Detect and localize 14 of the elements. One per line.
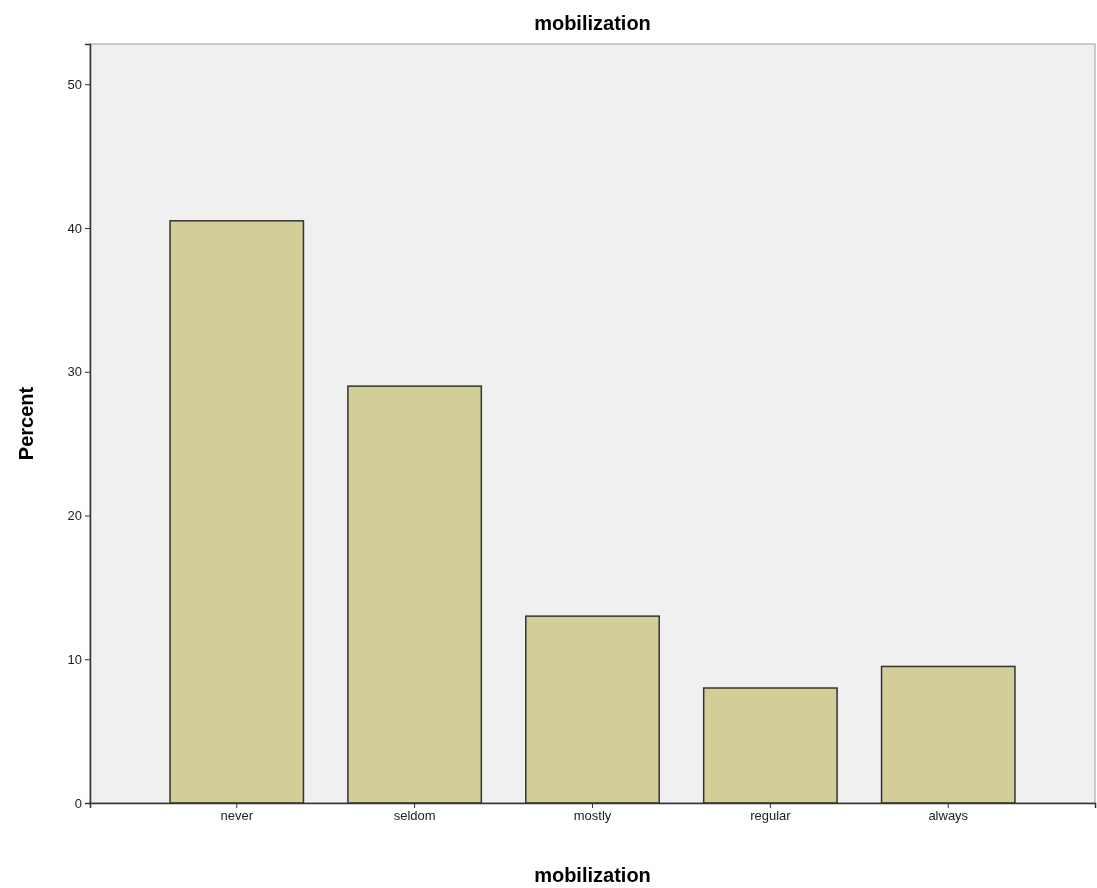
y-tick-label: 20 [67, 508, 82, 524]
x-tick-label: never [220, 808, 254, 824]
y-tick-label: 30 [67, 364, 82, 380]
y-tick-label: 10 [67, 651, 82, 667]
y-tick-label: 0 [74, 795, 82, 811]
y-tick-label: 50 [67, 76, 82, 92]
x-tick-label: seldom [393, 808, 436, 824]
chart-title: mobilization [534, 12, 651, 34]
y-tick-label: 40 [67, 220, 82, 236]
x-tick-label: mostly [573, 808, 612, 824]
x-tick-label: regular [750, 808, 792, 824]
x-tick-label: always [928, 808, 969, 824]
y-axis-title: Percent [15, 386, 37, 461]
x-axis-title: mobilization [534, 864, 651, 886]
